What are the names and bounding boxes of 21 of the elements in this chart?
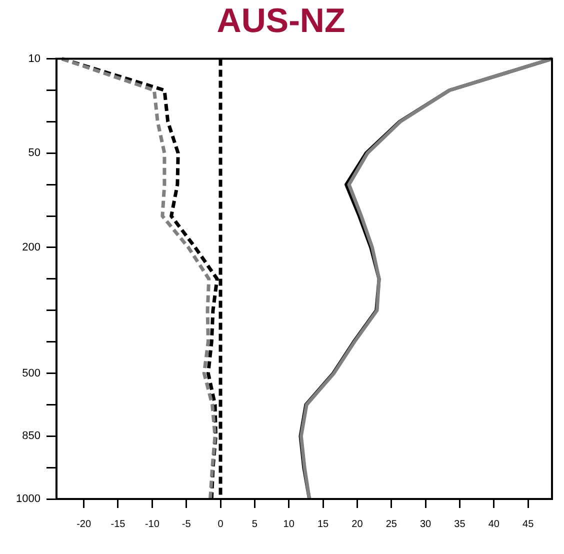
x-tick-label: 15 <box>317 518 330 530</box>
x-tick-label: 30 <box>420 518 432 530</box>
y-tick-label: 850 <box>22 430 40 442</box>
x-tick-label: 35 <box>454 518 466 530</box>
y-tick-label: 200 <box>22 241 40 254</box>
x-tick-label: 20 <box>352 518 364 530</box>
x-tick-label: 25 <box>386 518 398 530</box>
y-tick-label: 500 <box>22 367 40 380</box>
y-tick-label: 1000 <box>16 493 40 506</box>
x-tick-label: 10 <box>283 518 295 530</box>
x-tick-label: 5 <box>252 518 258 530</box>
x-tick-label: 0 <box>218 518 224 530</box>
y-tick-label: 50 <box>28 147 40 160</box>
x-tick-label: -5 <box>182 518 192 530</box>
x-tick-label: -10 <box>144 518 160 530</box>
y-tick-label: 10 <box>28 52 40 65</box>
x-tick-label: 45 <box>522 518 534 530</box>
x-tick-label: -20 <box>76 518 92 530</box>
x-tick-label: 40 <box>488 518 500 530</box>
x-tick-label: -15 <box>110 518 126 530</box>
chart-title: AUS-NZ <box>216 2 346 40</box>
